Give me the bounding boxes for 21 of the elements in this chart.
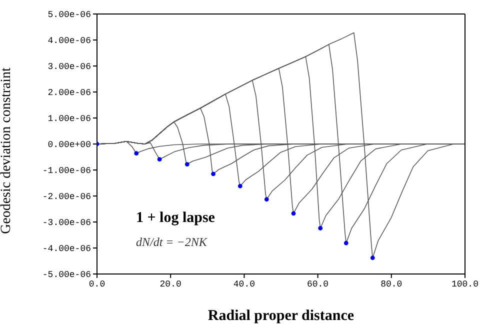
x-tick-label: 0.0 [88,279,106,290]
y-tick-label: -4.00e-06 [42,244,91,254]
y-tick-label: -1.00e-06 [42,166,91,176]
y-tick-label: 5.00e-06 [48,10,91,20]
x-tick-label: 100.0 [451,279,479,290]
x-tick-label: 20.0 [160,279,182,290]
y-tick-label: 0.00e+00 [48,140,91,150]
formula-text: dN/dt = −2NK [136,235,207,250]
y-tick-label: 2.00e-06 [48,88,91,98]
x-tick-label: 40.0 [233,279,256,290]
y-axis-title: Geodesic deviation constraint [0,67,14,234]
x-tick-label: 80.0 [380,279,402,290]
x-tick-label: 60.0 [306,279,329,290]
y-tick-label: -3.00e-06 [42,218,91,228]
y-tick-label: 1.00e-06 [48,114,91,124]
x-axis-title: Radial proper distance [208,308,354,324]
y-tick-label: -2.00e-06 [42,192,91,202]
annotation-text: 1 + log lapse [136,210,215,227]
y-tick-label: 4.00e-06 [48,36,91,46]
y-tick-label: -5.00e-06 [42,270,91,280]
y-tick-label: 3.00e-06 [48,62,91,72]
